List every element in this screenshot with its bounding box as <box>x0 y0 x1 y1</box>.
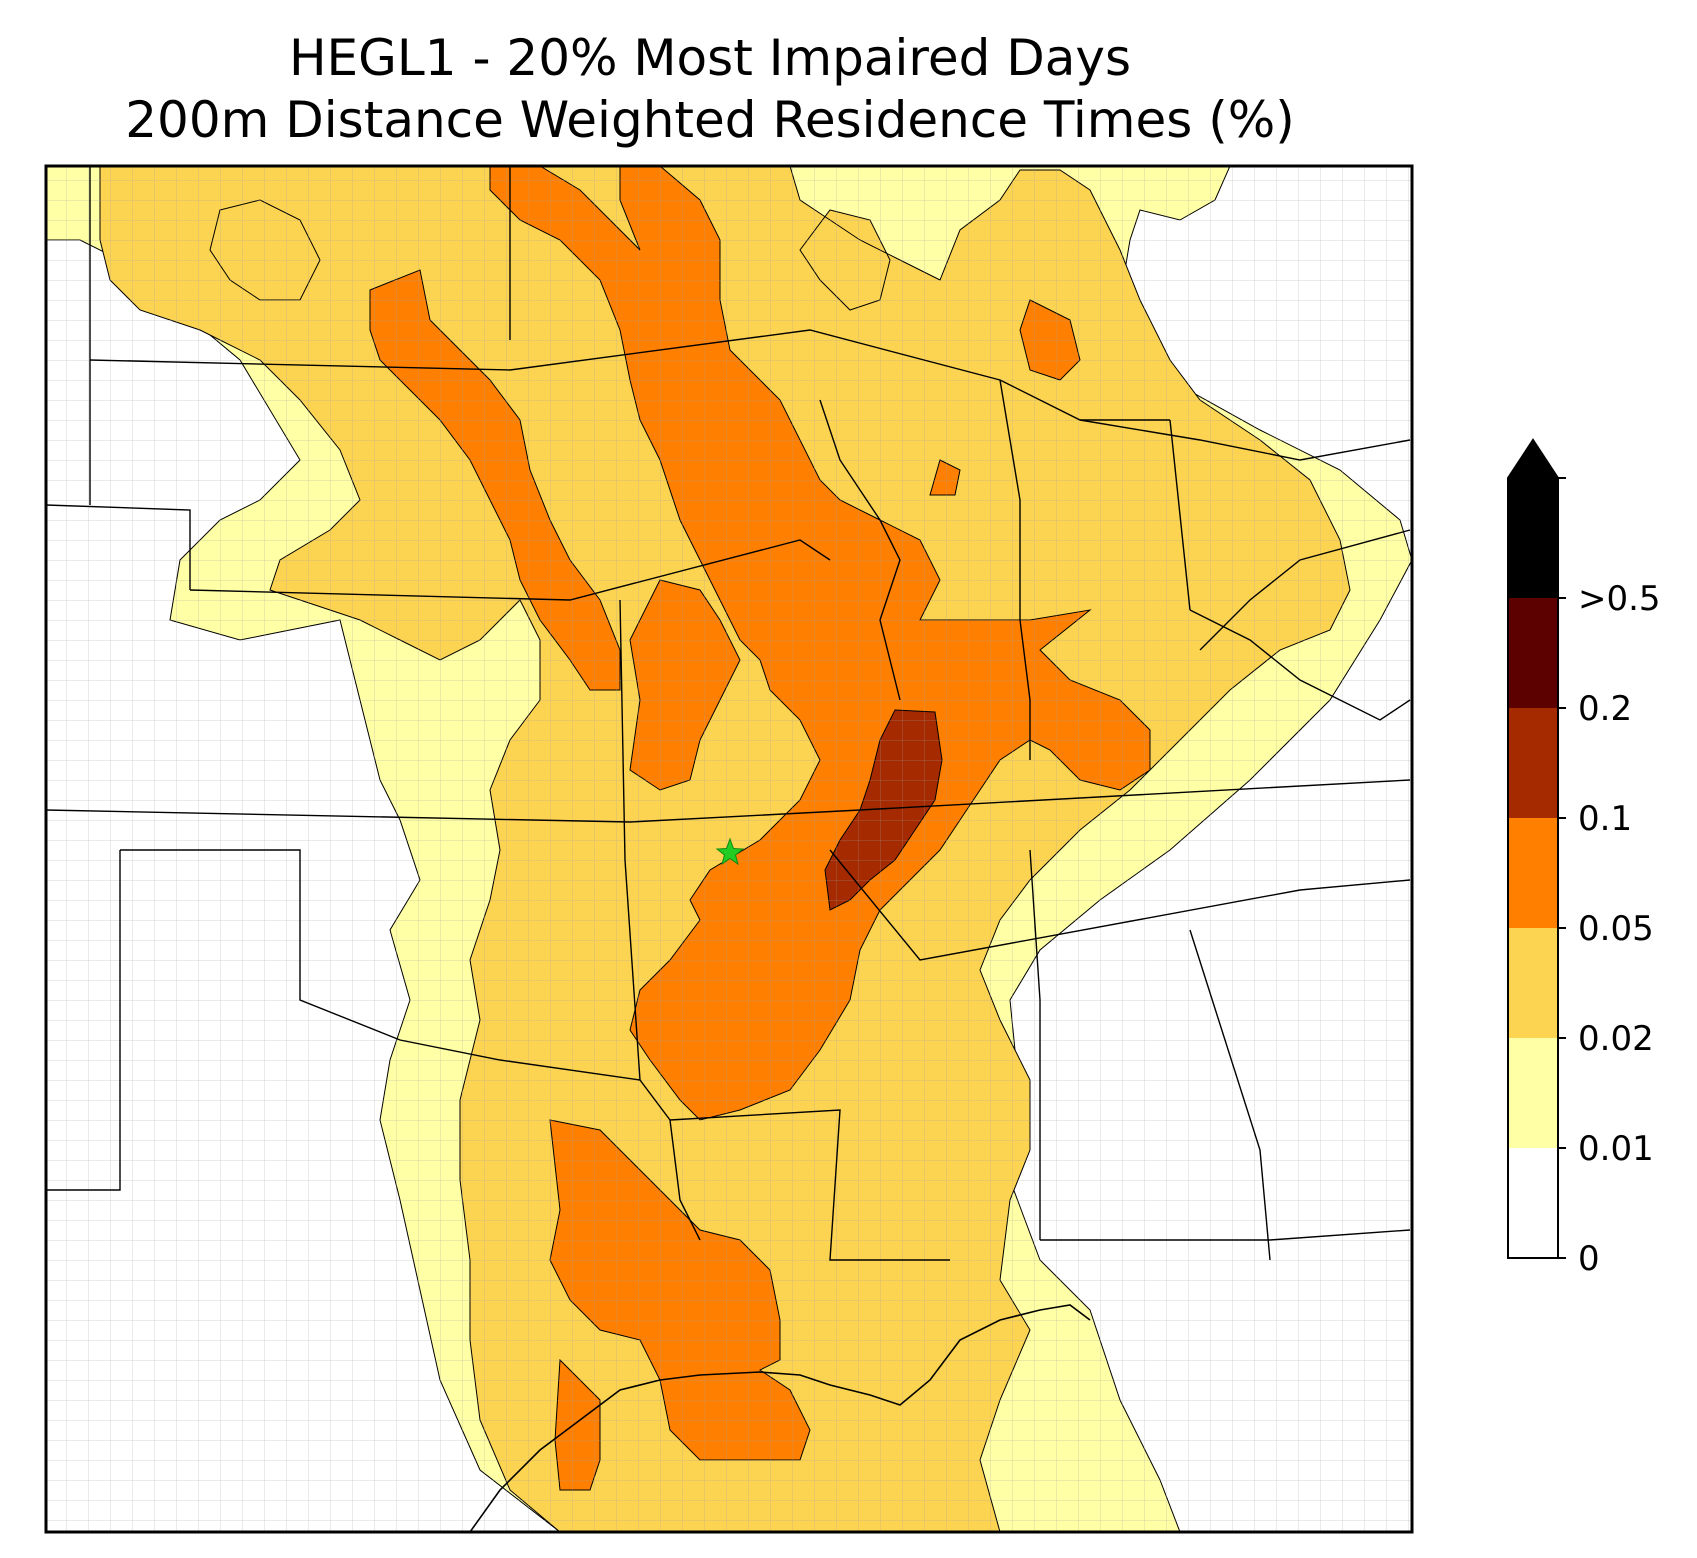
colorbar-bin-6 <box>1508 478 1558 598</box>
colorbar-label-0: 0 <box>1578 1239 1600 1279</box>
map-title-line2: 200m Distance Weighted Residence Times (… <box>125 91 1295 149</box>
map-area <box>46 166 1412 1532</box>
map-title-line1: HEGL1 - 20% Most Impaired Days <box>288 29 1132 87</box>
colorbar-label-4: 0.1 <box>1578 799 1633 839</box>
site-star-icon <box>715 837 745 866</box>
colorbar-bin-3 <box>1508 818 1558 928</box>
colorbar <box>1507 438 1566 1259</box>
colorbar-label-5: 0.2 <box>1578 689 1633 729</box>
colorbar-ticks <box>1558 477 1566 1259</box>
colorbar-label-1: 0.01 <box>1578 1129 1654 1169</box>
colorbar-bin-4 <box>1508 708 1558 818</box>
state-borders <box>46 166 1411 1261</box>
colorbar-label-3: 0.05 <box>1578 909 1654 949</box>
colorbar-label-6: >0.5 <box>1578 579 1661 619</box>
colorbar-bin-2 <box>1508 928 1558 1038</box>
map-frame <box>44 164 1414 1534</box>
colorbar-label-2: 0.02 <box>1578 1019 1654 1059</box>
colorbar-outline <box>1507 438 1559 1259</box>
colorbar-extend-arrow <box>1508 440 1558 478</box>
colorbar-bin-5 <box>1508 598 1558 708</box>
colorbar-bin-0 <box>1508 1148 1558 1258</box>
coastline <box>469 1304 1091 1532</box>
colorbar-bin-1 <box>1508 1038 1558 1148</box>
